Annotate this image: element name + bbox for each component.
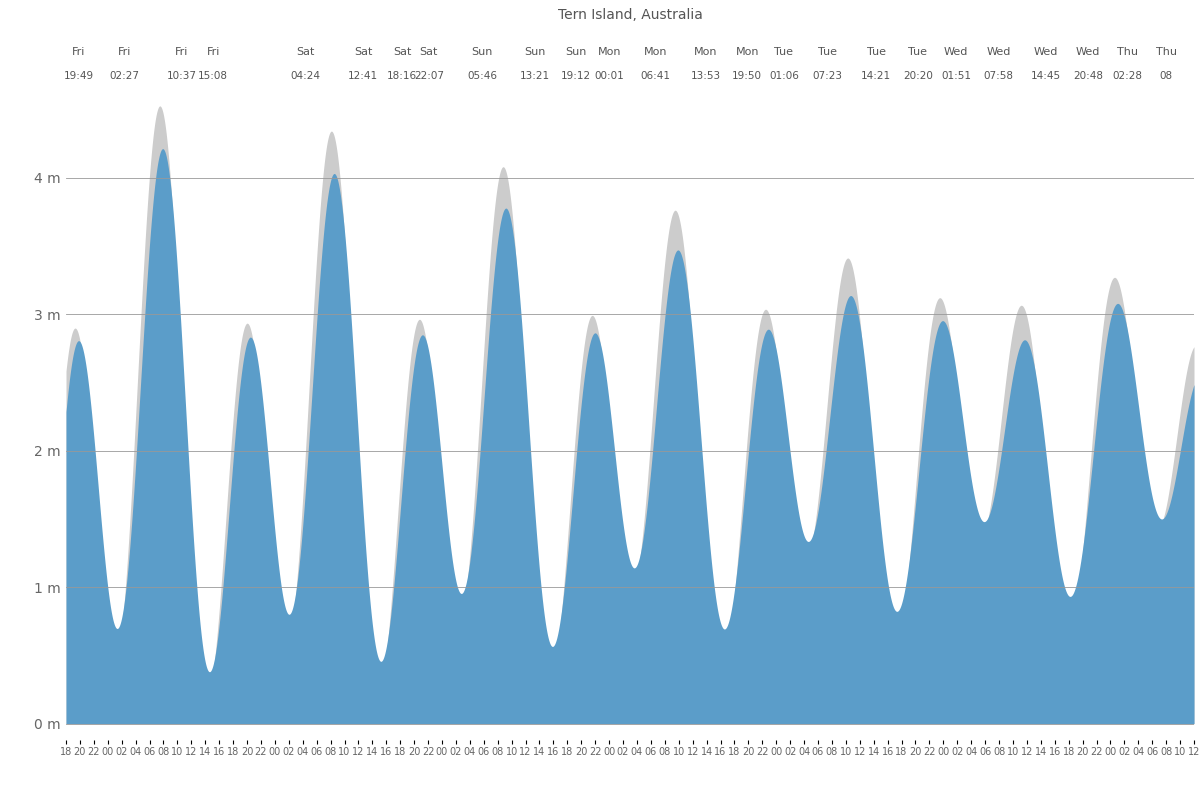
Text: 20:48: 20:48 [1073,71,1103,81]
Text: Wed: Wed [944,47,968,57]
Text: 07:58: 07:58 [984,71,1014,81]
Text: Fri: Fri [72,47,85,57]
Text: Wed: Wed [1076,47,1100,57]
Text: 15:08: 15:08 [198,71,228,81]
Text: 19:12: 19:12 [560,71,590,81]
Text: Thu: Thu [1117,47,1138,57]
Text: 14:21: 14:21 [862,71,892,81]
Text: Fri: Fri [175,47,188,57]
Text: Sun: Sun [472,47,493,57]
Text: Mon: Mon [598,47,620,57]
Text: Sat: Sat [354,47,372,57]
Text: Mon: Mon [644,47,667,57]
Text: 19:49: 19:49 [64,71,94,81]
Text: Fri: Fri [118,47,132,57]
Text: 00:01: 00:01 [594,71,624,81]
Text: 13:53: 13:53 [691,71,721,81]
Text: 22:07: 22:07 [414,71,444,81]
Text: 07:23: 07:23 [812,71,842,81]
Text: Thu: Thu [1156,47,1177,57]
Text: Sat: Sat [392,47,412,57]
Text: Tue: Tue [818,47,838,57]
Text: Sun: Sun [524,47,546,57]
Text: 02:27: 02:27 [110,71,140,81]
Text: 01:06: 01:06 [769,71,799,81]
Text: 05:46: 05:46 [467,71,497,81]
Text: 13:21: 13:21 [520,71,550,81]
Text: 08: 08 [1159,71,1172,81]
Text: Wed: Wed [986,47,1010,57]
Text: Tue: Tue [908,47,928,57]
Text: 14:45: 14:45 [1031,71,1061,81]
Text: 18:16: 18:16 [388,71,418,81]
Text: Wed: Wed [1034,47,1058,57]
Text: 06:41: 06:41 [641,71,671,81]
Text: Sun: Sun [565,47,587,57]
Text: Tern Island, Australia: Tern Island, Australia [558,8,702,22]
Text: Sat: Sat [296,47,314,57]
Text: 04:24: 04:24 [290,71,320,81]
Text: 01:51: 01:51 [941,71,971,81]
Text: Tue: Tue [774,47,793,57]
Text: Mon: Mon [694,47,718,57]
Text: Mon: Mon [736,47,758,57]
Text: 02:28: 02:28 [1112,71,1142,81]
Text: Fri: Fri [206,47,220,57]
Text: Sat: Sat [420,47,438,57]
Text: 12:41: 12:41 [348,71,378,81]
Text: 19:50: 19:50 [732,71,762,81]
Text: 10:37: 10:37 [167,71,197,81]
Text: 20:20: 20:20 [902,71,932,81]
Text: Tue: Tue [866,47,886,57]
